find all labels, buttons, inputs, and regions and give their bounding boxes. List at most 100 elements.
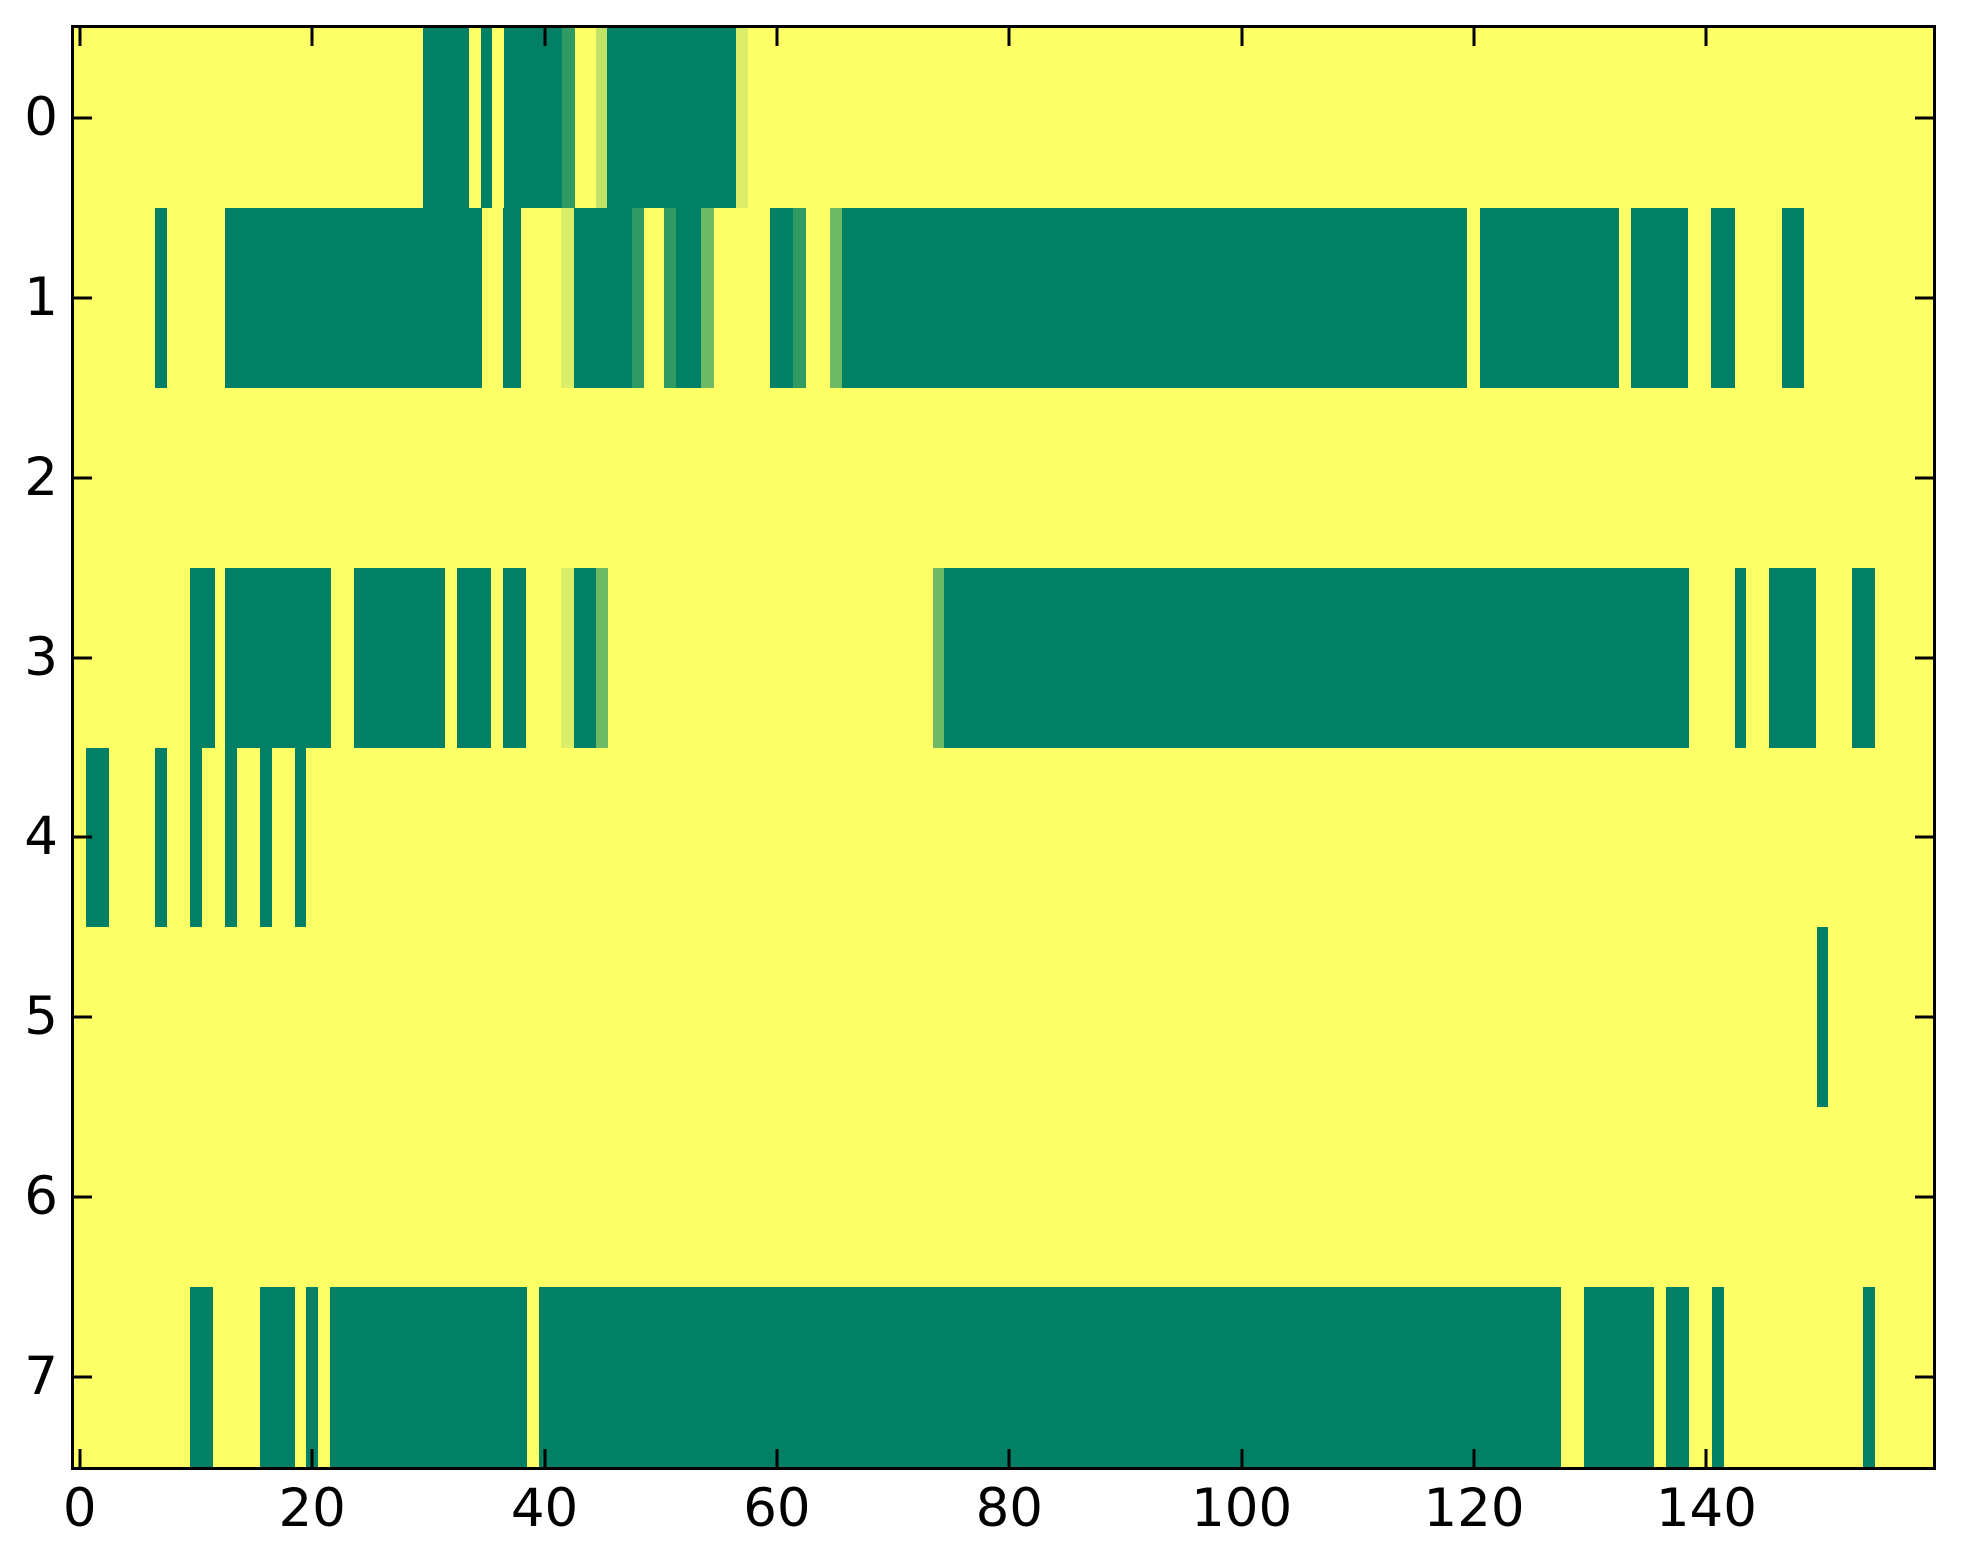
heatmap-segment: [538, 1287, 1562, 1467]
y-tick-label: 7: [24, 1345, 58, 1407]
heatmap-row-2: [74, 388, 1933, 568]
y-tick-right: [1915, 476, 1933, 480]
heatmap-segment: [736, 28, 748, 208]
heatmap-segment: [259, 1287, 295, 1467]
heatmap-segment: [190, 1287, 214, 1467]
x-tick-label: 40: [510, 1478, 579, 1539]
x-tick-bottom: [78, 1449, 82, 1467]
heatmap-row-0: [74, 28, 1933, 208]
heatmap-segment: [560, 567, 574, 748]
heatmap-row-1: [74, 207, 1933, 388]
heatmap-row-7: [74, 1287, 1933, 1467]
heatmap-segment: [561, 28, 575, 208]
heatmap-segment: [631, 207, 645, 388]
y-tick-right: [1915, 116, 1933, 120]
heatmap-row-5: [74, 927, 1933, 1108]
heatmap-segment: [294, 747, 307, 928]
y-tick-label: 4: [24, 806, 58, 868]
y-tick-left: [74, 1015, 92, 1019]
heatmap-segment: [944, 567, 1689, 748]
x-tick-label: 0: [62, 1478, 97, 1539]
heatmap-segment: [664, 207, 676, 388]
heatmap-segment: [225, 207, 482, 388]
heatmap-segment: [830, 207, 842, 388]
y-tick-label: 3: [24, 626, 58, 688]
x-tick-label: 100: [1191, 1478, 1293, 1539]
y-tick-right: [1915, 1375, 1933, 1379]
heatmap-segment: [1665, 1287, 1689, 1467]
y-tick-right: [1915, 656, 1933, 660]
x-tick-top: [1472, 28, 1476, 46]
y-tick-right: [1915, 1195, 1933, 1199]
x-tick-bottom: [1472, 1449, 1476, 1467]
heatmap-segment: [701, 207, 715, 388]
y-tick-left: [74, 116, 92, 120]
heatmap-segment: [502, 567, 526, 748]
heatmap-segment: [769, 207, 794, 388]
heatmap-segment: [595, 567, 609, 748]
heatmap-segment: [607, 28, 737, 208]
heatmap-segment: [1630, 207, 1688, 388]
x-tick-bottom: [1704, 1449, 1708, 1467]
heatmap-row-4: [74, 747, 1933, 928]
heatmap-segment: [595, 28, 608, 208]
y-axis-tick-labels: 0 1 2 3 4 5 6 7: [0, 28, 58, 1467]
y-tick-label: 5: [24, 986, 58, 1048]
x-tick-label: 60: [743, 1478, 811, 1539]
x-tick-label: 80: [975, 1478, 1044, 1539]
heatmap-segment: [1781, 207, 1805, 388]
heatmap-segment: [502, 207, 522, 388]
y-tick-right: [1915, 1015, 1933, 1019]
y-tick-left: [74, 835, 92, 839]
heatmap-segment: [225, 747, 237, 928]
heatmap-segment: [1851, 567, 1875, 748]
heatmap-segment: [932, 567, 945, 748]
x-tick-top: [775, 28, 779, 46]
y-tick-right: [1915, 296, 1933, 300]
heatmap-segment: [793, 207, 806, 388]
x-tick-top: [310, 28, 314, 46]
heatmap-segment: [155, 207, 167, 388]
x-tick-bottom: [775, 1449, 779, 1467]
heatmap-segment: [573, 567, 596, 748]
heatmap-segment: [306, 1287, 318, 1467]
x-tick-label: 120: [1423, 1478, 1525, 1539]
y-tick-label: 6: [24, 1166, 58, 1228]
x-tick-top: [1240, 28, 1244, 46]
y-tick-label: 2: [24, 446, 58, 508]
heatmap-segment: [675, 207, 702, 388]
y-tick-left: [74, 296, 92, 300]
heatmap-segment: [422, 28, 470, 208]
heatmap-segment: [190, 567, 215, 748]
heatmap-row-3: [74, 567, 1933, 748]
y-tick-left: [74, 656, 92, 660]
heatmap-segment: [1479, 207, 1620, 388]
heatmap-segment: [155, 747, 167, 928]
x-tick-label: 20: [278, 1478, 346, 1539]
y-tick-left: [74, 1195, 92, 1199]
x-tick-bottom: [310, 1449, 314, 1467]
heatmap-segment: [457, 567, 492, 748]
heatmap-segment: [560, 207, 574, 388]
heatmap-segment: [190, 747, 202, 928]
heatmap-segment: [1863, 1287, 1875, 1467]
heatmap-segment: [1584, 1287, 1655, 1467]
plot-area: [71, 25, 1936, 1470]
heatmap-segment: [1712, 1287, 1724, 1467]
heatmap-segment: [85, 747, 109, 928]
heatmap-segment: [1816, 927, 1829, 1108]
heatmap-segment: [1769, 567, 1816, 748]
x-axis-tick-labels: 0 20 40 60 80 100 120 140: [63, 1478, 1933, 1550]
heatmap-row-6: [74, 1107, 1933, 1287]
x-tick-top: [78, 28, 82, 46]
heatmap-segment: [573, 207, 632, 388]
heatmap-segment: [329, 1287, 528, 1467]
x-tick-bottom: [543, 1449, 547, 1467]
heatmap-segment: [480, 28, 493, 208]
heatmap-segment: [841, 207, 1468, 388]
x-tick-top: [1704, 28, 1708, 46]
heatmap-segment: [1735, 567, 1746, 748]
x-tick-bottom: [1240, 1449, 1244, 1467]
heatmap-segment: [1711, 207, 1736, 388]
y-tick-label: 0: [24, 86, 58, 148]
